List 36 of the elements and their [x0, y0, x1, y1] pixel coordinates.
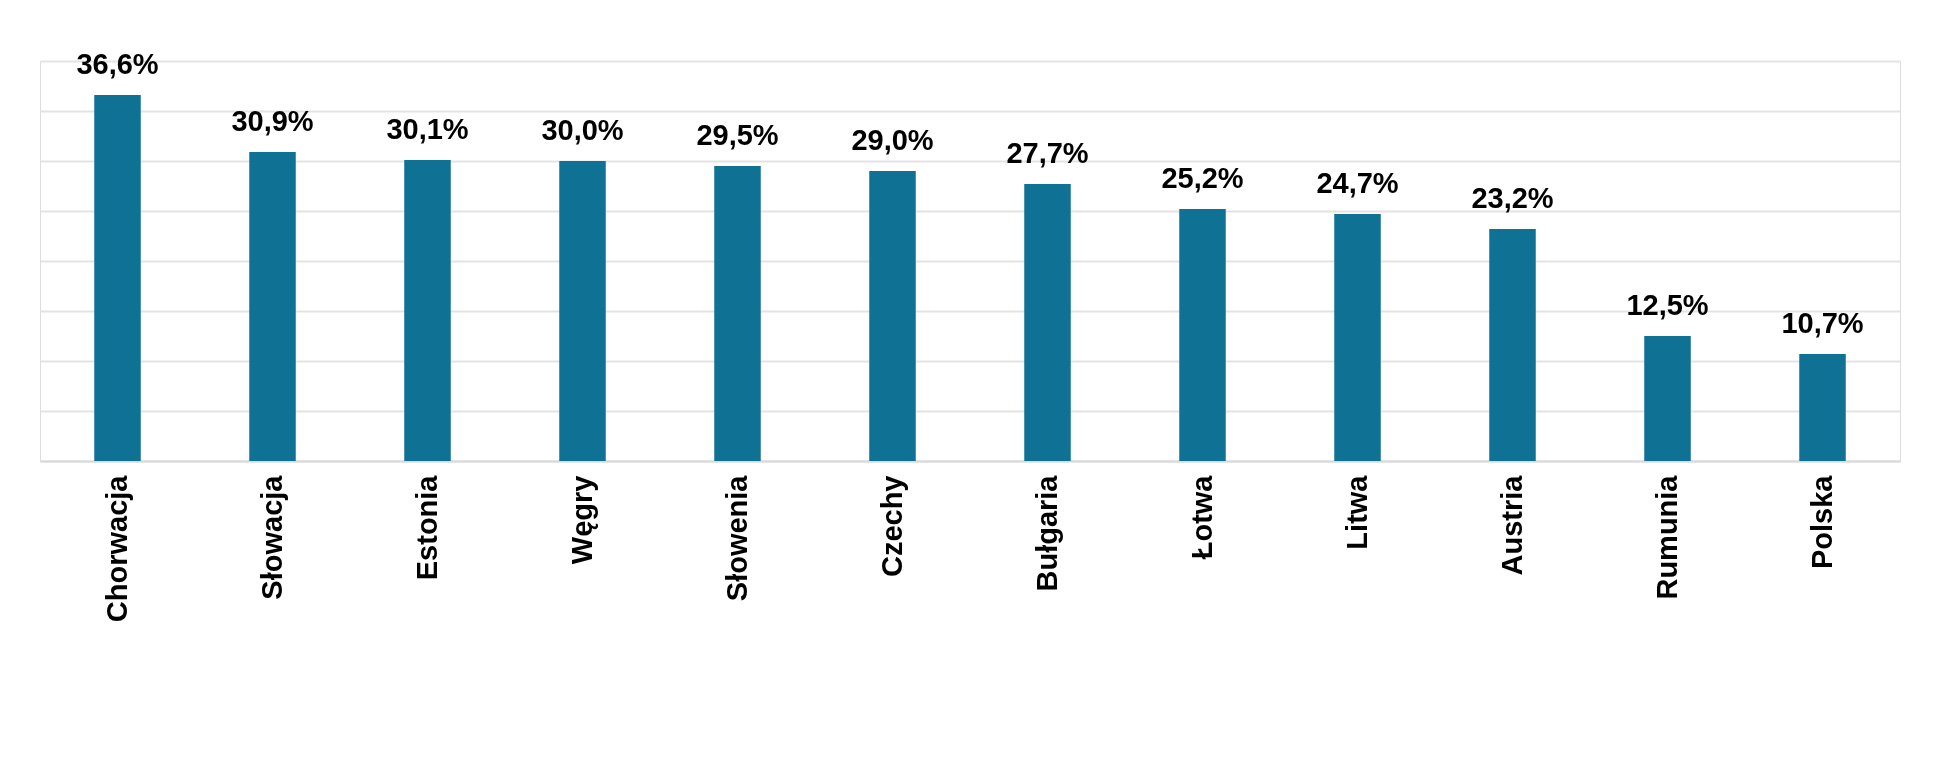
x-tick-label: Czechy: [875, 475, 908, 578]
bar: [404, 160, 451, 461]
bar: [869, 171, 916, 461]
data-label: 24,7%: [1316, 167, 1399, 199]
data-label: 10,7%: [1781, 307, 1864, 339]
x-tick-label: Słowacja: [255, 474, 288, 600]
x-tick-label: Polska: [1805, 474, 1838, 569]
x-tick-label: Estonia: [410, 474, 443, 581]
bar: [1334, 214, 1381, 461]
bar: [1024, 184, 1071, 461]
data-label: 30,1%: [386, 113, 469, 145]
data-label: 25,2%: [1161, 162, 1244, 194]
x-tick-label: Austria: [1495, 474, 1528, 576]
bar: [94, 95, 141, 461]
data-label: 30,0%: [541, 114, 624, 146]
x-tick-label: Łotwa: [1185, 474, 1218, 560]
bar: [559, 161, 606, 461]
data-label: 12,5%: [1626, 289, 1709, 321]
x-tick-label: Słowenia: [720, 474, 753, 602]
x-tick-label: Węgry: [565, 475, 598, 565]
bar: [1179, 209, 1226, 461]
bar: [1799, 354, 1846, 461]
x-tick-label: Litwa: [1340, 474, 1373, 550]
x-tick-label: Chorwacja: [100, 474, 133, 623]
data-label: 23,2%: [1471, 182, 1554, 214]
bar: [249, 152, 296, 461]
bar: [714, 166, 761, 461]
data-label: 30,9%: [231, 105, 314, 137]
data-label: 36,6%: [76, 48, 159, 80]
x-tick-label: Bułgaria: [1030, 474, 1063, 592]
data-label: 29,5%: [696, 119, 779, 151]
bar: [1644, 336, 1691, 461]
data-label: 29,0%: [851, 124, 934, 156]
data-label: 27,7%: [1006, 137, 1089, 169]
bar: [1489, 229, 1536, 461]
x-tick-label: Rumunia: [1650, 474, 1683, 600]
